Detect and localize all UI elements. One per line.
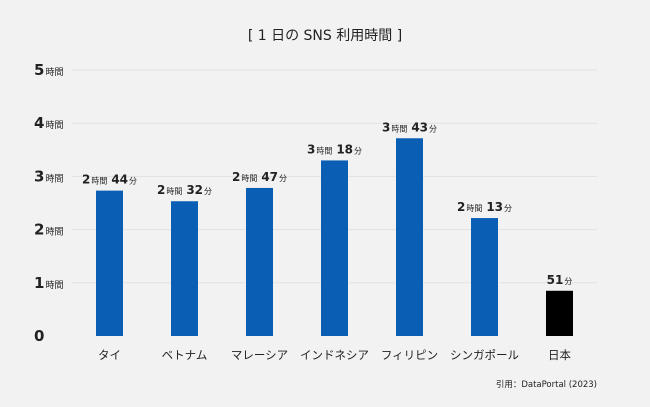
bar — [171, 201, 198, 336]
value-label-number: 2 — [457, 200, 465, 214]
y-tick-label: 1時間 — [34, 274, 63, 292]
y-tick-unit: 時間 — [45, 67, 63, 78]
category-label: フィリピン — [381, 348, 438, 362]
value-label-unit: 分 — [204, 187, 212, 196]
value-label-number: 2 — [232, 170, 240, 184]
y-tick-number: 2 — [34, 221, 44, 239]
x-axis-categories: タイ ベトナム マレーシア インドネシア フィリピン シンガポール 日本 — [98, 348, 571, 362]
value-label-number: 43 — [411, 120, 428, 134]
value-label-number: 2 — [82, 173, 90, 187]
value-label-unit: 分 — [564, 277, 572, 286]
value-label-unit: 時間 — [166, 187, 182, 196]
chart-title: [ 1 日の SNS 利用時間 ] — [248, 28, 402, 44]
value-label-number: 3 — [382, 120, 390, 134]
value-label-unit: 分 — [279, 174, 287, 183]
value-label-number: 32 — [186, 183, 203, 197]
value-label-unit: 時間 — [466, 204, 482, 213]
bar — [96, 190, 123, 336]
bars — [96, 138, 573, 336]
bar — [396, 138, 423, 336]
y-tick-unit: 時間 — [45, 120, 63, 131]
y-tick-number: 5 — [34, 61, 44, 79]
value-label-number: 51 — [547, 273, 564, 287]
value-label: 2時間 44分 — [82, 173, 137, 187]
value-label: 2時間 13分 — [457, 200, 512, 214]
value-label-unit: 時間 — [241, 174, 257, 183]
bar — [471, 218, 498, 336]
category-label: ベトナム — [162, 348, 208, 362]
category-label: シンガポール — [450, 348, 519, 362]
bar — [246, 187, 273, 336]
value-label-number: 44 — [111, 173, 128, 187]
y-tick-label: 3時間 — [34, 167, 63, 185]
value-label-unit: 時間 — [316, 146, 332, 155]
value-label-unit: 時間 — [91, 177, 107, 186]
y-tick-label: 5時間 — [34, 61, 63, 79]
value-label-unit: 時間 — [391, 124, 407, 133]
category-label: タイ — [98, 348, 121, 362]
y-tick-unit: 時間 — [45, 280, 63, 291]
category-label: マレーシア — [231, 348, 288, 362]
bar — [546, 290, 573, 336]
value-label-unit: 分 — [354, 146, 362, 155]
y-tick-label: 4時間 — [34, 114, 63, 132]
value-label: 51分 — [547, 273, 573, 287]
value-label-unit: 分 — [504, 204, 512, 213]
category-label: 日本 — [548, 348, 571, 362]
value-label: 2時間 47分 — [232, 170, 287, 184]
value-label: 2時間 32分 — [157, 183, 212, 197]
value-label-number: 3 — [307, 142, 315, 156]
value-label: 3時間 18分 — [307, 142, 362, 156]
value-label-unit: 分 — [429, 124, 437, 133]
value-label-number: 47 — [261, 170, 278, 184]
value-label-number: 13 — [486, 200, 503, 214]
y-tick-number: 1 — [34, 274, 44, 292]
y-tick-number: 0 — [34, 327, 44, 345]
y-tick-number: 4 — [34, 114, 44, 132]
bar — [321, 160, 348, 336]
y-tick-unit: 時間 — [45, 173, 63, 184]
y-tick-label: 0 — [34, 327, 44, 345]
y-tick-label: 2時間 — [34, 221, 63, 239]
value-label-unit: 分 — [129, 177, 137, 186]
value-label-number: 18 — [336, 142, 353, 156]
value-label: 3時間 43分 — [382, 120, 437, 134]
source-note: 引用：DataPortal (2023) — [496, 380, 597, 390]
y-tick-number: 3 — [34, 167, 44, 185]
value-label-number: 2 — [157, 183, 165, 197]
y-tick-unit: 時間 — [45, 227, 63, 238]
category-label: インドネシア — [300, 348, 369, 362]
